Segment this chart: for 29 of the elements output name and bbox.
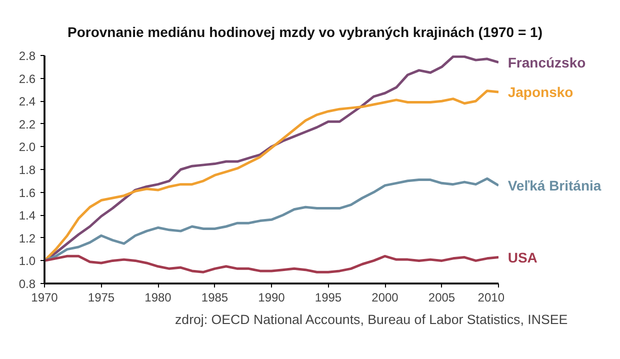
series-label: Veľká Británia bbox=[508, 177, 602, 194]
y-tick-label: 0.8 bbox=[18, 277, 36, 291]
y-tick-label: 1.2 bbox=[18, 231, 36, 246]
series-label: Francúzsko bbox=[508, 54, 586, 70]
x-tick-label: 2005 bbox=[428, 290, 456, 304]
x-tick-label: 1990 bbox=[258, 290, 286, 304]
line-series bbox=[44, 254, 498, 274]
y-tick-label: 2.6 bbox=[18, 72, 36, 86]
y-tick-label: 1.4 bbox=[18, 208, 36, 223]
series-label: Japonsko bbox=[508, 84, 574, 100]
x-tick-label: 2000 bbox=[372, 290, 399, 304]
y-tick-label: 1.8 bbox=[18, 163, 36, 177]
x-tick-label: 1980 bbox=[144, 290, 172, 304]
x-tick-label: 2010 bbox=[478, 290, 505, 304]
text: zdroj: OECD National Accounts, Bureau of Labor Statistics, INSEE bbox=[175, 311, 568, 329]
x-tick-label: 1985 bbox=[201, 290, 228, 304]
line-series bbox=[44, 90, 498, 262]
x-tick-label: 1995 bbox=[314, 290, 342, 304]
chart-title: Porovnanie mediánu hodinovej mzdy vo vybraných krajinách (1970 = 1) bbox=[68, 23, 542, 42]
x-tick-label: 1970 bbox=[31, 290, 58, 304]
y-tick-label: 2.8 bbox=[18, 49, 36, 63]
line-series bbox=[44, 177, 498, 262]
series-label: USA bbox=[508, 249, 538, 266]
y-tick-label: 2.2 bbox=[18, 117, 36, 132]
y-tick-label: 1.6 bbox=[18, 186, 36, 200]
y-tick-label: 1.0 bbox=[18, 254, 36, 268]
y-tick-label: 2.0 bbox=[18, 140, 36, 154]
x-tick-label: 1975 bbox=[88, 290, 115, 304]
y-tick-label: 2.4 bbox=[18, 94, 36, 109]
